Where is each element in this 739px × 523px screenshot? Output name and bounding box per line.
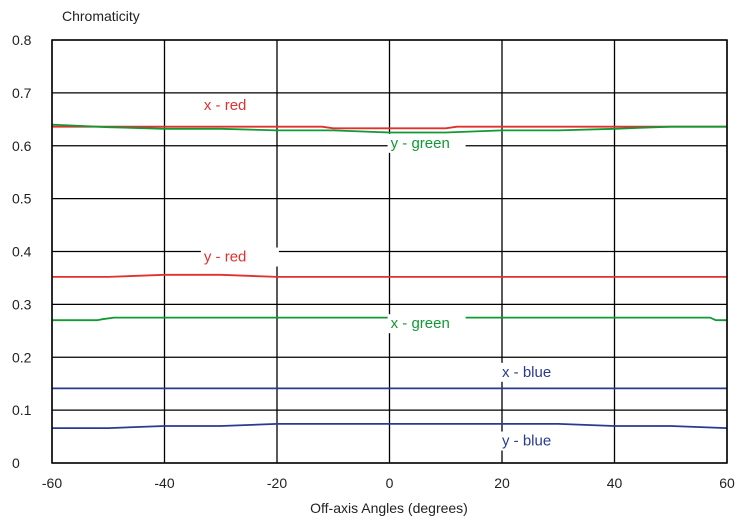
- series-label-bg-2: [200, 247, 279, 267]
- series-label-1: y - green: [391, 135, 450, 152]
- x-tick-label-5: 40: [607, 475, 623, 491]
- series-line-3: [52, 316, 727, 322]
- y-tick-label-2: 0.2: [12, 349, 32, 365]
- series-label-3: x - green: [391, 315, 450, 332]
- y-tick-label-8: 0.8: [12, 32, 32, 48]
- series-label-2: y - red: [204, 249, 247, 266]
- x-tick-label-2: -20: [267, 475, 287, 491]
- y-tick-label-3: 0.3: [12, 296, 32, 312]
- series-label-0: x - red: [204, 97, 247, 114]
- series-line-0: [52, 125, 727, 130]
- grid: [51, 39, 728, 464]
- x-tick-label-0: -60: [42, 475, 62, 491]
- series-lines: [51, 123, 728, 429]
- series-label-bg-4: [499, 362, 577, 382]
- series-line-1: [51, 123, 727, 134]
- y-tick-label-1: 0.1: [12, 402, 32, 418]
- series-label-bg-5: [499, 431, 577, 451]
- series-label-bg-3: [387, 314, 466, 334]
- series-labels: x - red y - green y - red x - green x - blue…: [200, 97, 577, 451]
- y-tick-label-0: 0: [12, 455, 20, 471]
- plot-frame: [51, 39, 728, 464]
- x-tick-label-6: 60: [719, 475, 735, 491]
- y-tick-label-5: 0.5: [12, 191, 32, 207]
- x-axis-title: Off-axis Angles (degrees): [310, 500, 468, 516]
- y-tick-label-7: 0.7: [12, 85, 32, 101]
- series-label-bg-1: [387, 133, 466, 153]
- y-tick-label-6: 0.6: [12, 138, 32, 154]
- series-line-5: [52, 423, 728, 429]
- y-axis-title: Chromaticity: [62, 8, 140, 24]
- series-label-4: x - blue: [502, 364, 551, 381]
- y-tick-label-4: 0.4: [12, 244, 32, 260]
- series-label-5: y - blue: [502, 433, 551, 450]
- x-tick-label-1: -40: [154, 475, 174, 491]
- tick-labels: 0 0.1 0.2 0.3 0.4 0.5 0.6 0.7 0.8 -60 -40 -20 0 20 40 6…: [12, 32, 735, 491]
- x-tick-label-3: 0: [386, 475, 394, 491]
- x-tick-label-4: 20: [494, 475, 510, 491]
- plot-border: [51, 39, 728, 464]
- series-line-2: [52, 273, 727, 278]
